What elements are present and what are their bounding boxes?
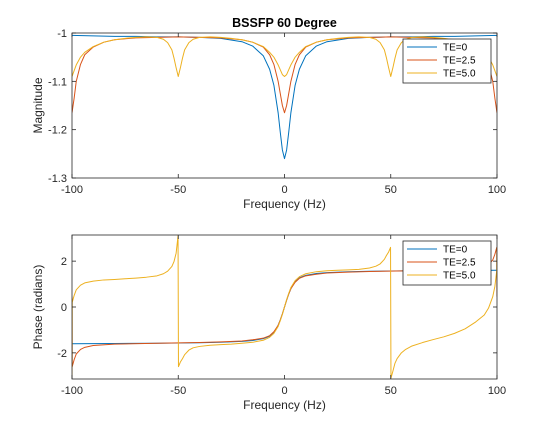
magnitude-y-tick-label: -1.1 bbox=[48, 76, 67, 88]
phase-y-tick-label: 2 bbox=[61, 256, 67, 268]
phase-y-axis-label: Phase (radians) bbox=[31, 265, 45, 350]
phase-x-tick-label: -50 bbox=[170, 385, 186, 397]
phase-series-line-3 bbox=[72, 235, 497, 379]
magnitude-x-tick-label: 100 bbox=[488, 184, 506, 196]
magnitude-chart-title: BSSFP 60 Degree bbox=[232, 16, 337, 30]
magnitude-plot: -100 -50 0 50 100 -1.3 -1.2 -1.1 -1 Frequency (Hz… bbox=[31, 16, 506, 211]
magnitude-y-tick-label: -1.2 bbox=[48, 125, 67, 137]
magnitude-y-tick-label: -1.3 bbox=[48, 173, 67, 185]
magnitude-legend-entry-3: TE=5.0 bbox=[443, 69, 476, 80]
magnitude-legend-entry-2: TE=2.5 bbox=[443, 56, 476, 67]
magnitude-y-axis-label: Magnitude bbox=[31, 77, 45, 133]
phase-x-tick-label: -100 bbox=[61, 385, 83, 397]
phase-legend-entry-2: TE=2.5 bbox=[443, 258, 476, 269]
phase-plot: -100 -50 0 50 100 -2 0 2 Frequency (Hz) Phase (ra… bbox=[31, 234, 506, 412]
phase-legend-box bbox=[402, 240, 492, 286]
magnitude-x-tick-label: -100 bbox=[61, 184, 83, 196]
magnitude-x-tick-label: 50 bbox=[385, 184, 397, 196]
magnitude-legend-box bbox=[402, 38, 492, 84]
phase-x-tick-label: 0 bbox=[281, 385, 287, 397]
magnitude-y-tick-label: -1 bbox=[57, 28, 67, 40]
magnitude-x-tick-label: -50 bbox=[170, 184, 186, 196]
phase-y-tick-label: -2 bbox=[57, 348, 67, 360]
phase-x-tick-label: 50 bbox=[385, 385, 397, 397]
phase-legend-entry-3: TE=5.0 bbox=[443, 271, 476, 282]
phase-y-tick-label: 0 bbox=[61, 302, 67, 314]
phase-x-axis-label: Frequency (Hz) bbox=[243, 398, 326, 412]
magnitude-legend-entry-1: TE=0 bbox=[443, 43, 468, 54]
phase-legend-entry-1: TE=0 bbox=[443, 245, 468, 256]
phase-legend: TE=0 TE=2.5 TE=5.0 bbox=[402, 240, 492, 286]
phase-x-tick-label: 100 bbox=[488, 385, 506, 397]
magnitude-x-tick-label: 0 bbox=[281, 184, 287, 196]
magnitude-legend: TE=0 TE=2.5 TE=5.0 bbox=[402, 38, 492, 84]
magnitude-x-axis-label: Frequency (Hz) bbox=[243, 197, 326, 211]
